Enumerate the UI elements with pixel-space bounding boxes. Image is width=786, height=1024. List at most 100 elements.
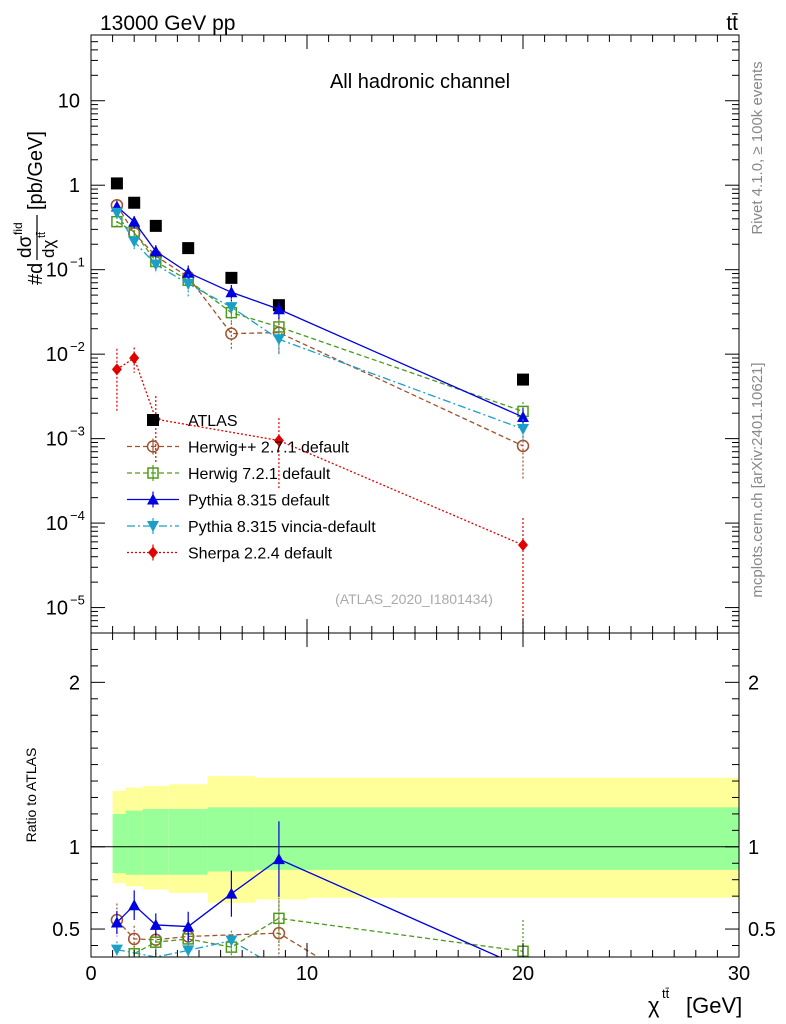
ratio-y-tick-label-right: 1 <box>748 837 759 859</box>
ratio-point <box>225 935 238 947</box>
ratio-y-tick-label-right: 2 <box>748 672 759 694</box>
x-tick-label: 10 <box>296 963 318 985</box>
series-atlas <box>110 177 529 386</box>
svg-text:dχ: dχ <box>39 240 58 258</box>
process-label: tt̄ <box>726 12 738 35</box>
data-point <box>129 352 140 365</box>
y-tick-exponent: −4 <box>70 508 85 523</box>
series-pythia-8-315-default <box>110 200 529 429</box>
legend-marker <box>146 440 160 453</box>
legend-entry-sherpa-2-2-4-default: Sherpa 2.2.4 default <box>127 544 333 563</box>
main-series-group <box>110 177 530 633</box>
x-tick-label: 0 <box>85 963 96 985</box>
y-tick-label: 10 <box>46 513 68 535</box>
uncertainty-bands <box>112 776 739 903</box>
ratio-line <box>133 917 524 955</box>
data-point <box>225 327 238 340</box>
svg-text:tt̄: tt̄ <box>662 986 670 1001</box>
energy-label: 13000 GeV pp <box>100 12 235 35</box>
legend-entry-atlas: ATLAS <box>147 413 238 430</box>
legend-marker <box>147 521 159 532</box>
data-point <box>128 236 141 248</box>
main-panel-frame <box>90 34 740 634</box>
green-band-segment <box>168 808 208 875</box>
ratio-point <box>110 944 123 956</box>
y-tick-label: 10 <box>58 91 80 113</box>
mcplots-label: mcplots.cern.ch [arXiv:2401.10621] <box>749 362 766 597</box>
y-tick-exponent: −2 <box>70 339 85 354</box>
data-point <box>273 434 284 447</box>
data-point <box>225 286 238 298</box>
rivet-version-label: Rivet 4.1.0, ≥ 100k events <box>749 61 766 234</box>
ratio-y-axis-label: Ratio to ATLAS <box>23 748 39 843</box>
data-point <box>225 302 238 314</box>
ratio-y-tick-label: 2 <box>69 672 80 694</box>
data-point <box>149 259 162 271</box>
analysis-id: (ATLAS_2020_I1801434) <box>335 591 493 607</box>
green-band-segment <box>207 807 256 872</box>
ratio-point <box>273 912 285 925</box>
x-axis-label: χ tt̄ [GeV] <box>648 986 742 1018</box>
data-point <box>182 278 195 290</box>
ratio-series-group <box>110 821 529 957</box>
chart-title: All hadronic channel <box>330 71 510 93</box>
data-point <box>111 363 122 376</box>
y-tick-label: 10 <box>46 344 68 366</box>
data-point <box>517 423 529 435</box>
ratio-y-tick-label-right: 0.5 <box>748 919 776 941</box>
series-line <box>116 221 524 413</box>
data-point <box>110 177 123 190</box>
ratio-point <box>149 918 162 930</box>
svg-text:tt̄: tt̄ <box>36 232 48 238</box>
legend-marker <box>147 467 159 479</box>
svg-text:dσ: dσ <box>15 235 36 258</box>
x-tick-label: 30 <box>728 963 750 985</box>
green-band-segment <box>112 813 126 874</box>
data-point <box>182 242 195 255</box>
ratio-y-tick-label: 0.5 <box>52 919 80 941</box>
legend-entry-herwig-7-2-1-default: Herwig 7.2.1 default <box>127 465 331 483</box>
legend-entry-pythia-8-315-default: Pythia 8.315 default <box>127 491 330 510</box>
ratio-point <box>127 932 141 946</box>
data-point <box>517 411 529 423</box>
legend-marker <box>148 546 158 559</box>
y-tick-label: 1 <box>69 175 80 197</box>
legend-marker <box>147 414 159 426</box>
data-point <box>128 196 141 209</box>
ratio-point <box>110 916 123 928</box>
svg-text:χ: χ <box>648 993 660 1018</box>
series-herwig-7-2-1-default <box>111 215 529 424</box>
ratio-series-pythia-8-315-default <box>110 821 500 957</box>
legend-entry-pythia-8-315-vincia-default: Pythia 8.315 vincia-default <box>127 518 376 536</box>
main-y-axis-label: #d dσ fid dχ tt̄ [pb/GeV] <box>11 131 58 285</box>
series-herwig-2-7-1-default <box>110 198 530 481</box>
ratio-point <box>150 936 162 948</box>
svg-text:#d: #d <box>25 263 47 285</box>
series-line <box>116 204 524 447</box>
ratio-point <box>128 899 141 911</box>
data-point <box>149 245 162 257</box>
y-tick-label: 10 <box>46 429 68 451</box>
green-band-segment <box>125 810 143 875</box>
data-point <box>128 215 141 227</box>
data-point <box>110 207 123 219</box>
ratio-point <box>182 945 195 957</box>
data-point <box>149 219 162 232</box>
series-line <box>116 205 524 418</box>
legend-label: ATLAS <box>188 413 238 430</box>
legend-label: Sherpa 2.2.4 default <box>188 546 333 563</box>
ratio-point <box>182 920 195 932</box>
x-tick-label: 20 <box>512 963 534 985</box>
y-tick-label: 10 <box>46 260 68 282</box>
y-tick-exponent: −3 <box>70 424 85 439</box>
data-point <box>272 334 285 346</box>
ratio-series-herwig-2-7-1-default <box>110 900 319 957</box>
svg-text:fid: fid <box>11 222 25 235</box>
ratio-series-pythia-8-315-vincia-default <box>110 930 260 957</box>
series-line <box>116 212 524 430</box>
ratio-point <box>272 853 285 865</box>
svg-text:[GeV]: [GeV] <box>686 993 742 1018</box>
data-point <box>517 373 529 386</box>
